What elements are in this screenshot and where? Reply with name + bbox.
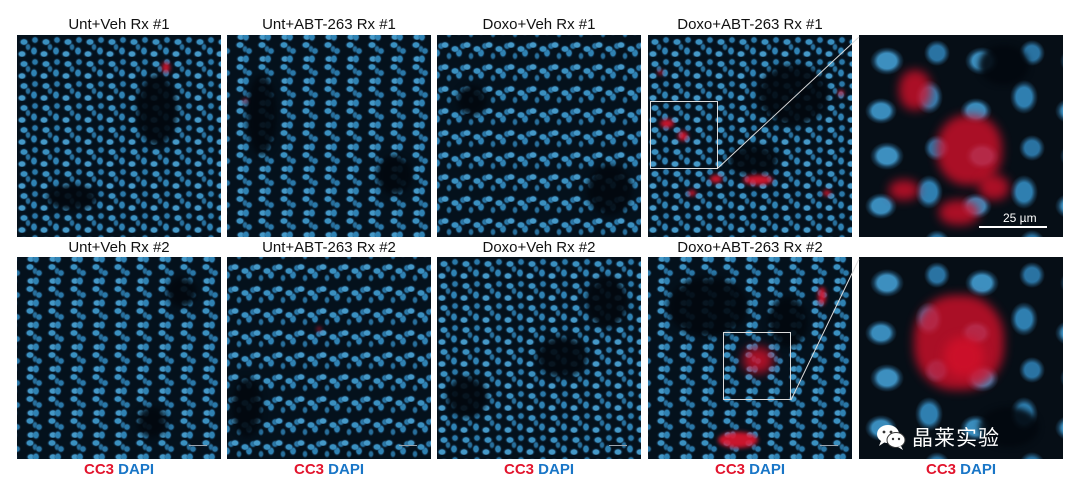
micrograph-doxo-abt-2 bbox=[648, 257, 852, 459]
micrograph-zoom-2 bbox=[859, 257, 1063, 459]
cc3-label: CC3 bbox=[503, 461, 534, 478]
stain-legend-4: CC3 DAPI bbox=[648, 461, 852, 479]
dapi-label: DAPI bbox=[538, 461, 575, 478]
cc3-label: CC3 bbox=[925, 461, 956, 478]
dapi-label: DAPI bbox=[749, 461, 786, 478]
stain-legend-5: CC3 DAPI bbox=[859, 461, 1063, 479]
cc3-label: CC3 bbox=[83, 461, 114, 478]
panel-title-doxo-abt-1: Doxo+ABT-263 Rx #1 bbox=[677, 16, 823, 33]
cc3-label: CC3 bbox=[293, 461, 324, 478]
stain-legend-3: CC3 DAPI bbox=[437, 461, 641, 479]
scale-bar-label: 25 µm bbox=[1003, 211, 1037, 225]
panel-title-doxo-veh-1: Doxo+Veh Rx #1 bbox=[482, 16, 596, 33]
panel-title-unt-veh-2: Unt+Veh Rx #2 bbox=[68, 239, 170, 256]
micrograph-unt-abt-2 bbox=[227, 257, 431, 459]
dapi-label: DAPI bbox=[118, 461, 155, 478]
zoom-region-box-2 bbox=[723, 332, 791, 400]
micrograph-unt-veh-1 bbox=[17, 35, 221, 237]
watermark: 晶莱实验 bbox=[876, 421, 1000, 453]
wechat-icon bbox=[876, 423, 906, 451]
cc3-label: CC3 bbox=[714, 461, 745, 478]
micrograph-zoom-1: 25 µm bbox=[859, 35, 1063, 237]
micrograph-doxo-abt-1 bbox=[648, 35, 852, 237]
dapi-label: DAPI bbox=[960, 461, 997, 478]
watermark-text: 晶莱实验 bbox=[912, 426, 1000, 450]
scale-bar bbox=[979, 226, 1047, 228]
stain-legend-2: CC3 DAPI bbox=[227, 461, 431, 479]
zoom-region-box bbox=[650, 101, 718, 169]
panel-title-unt-abt-2: Unt+ABT-263 Rx #2 bbox=[262, 239, 396, 256]
panel-title-unt-veh-1: Unt+Veh Rx #1 bbox=[68, 16, 170, 33]
micrograph-doxo-veh-2 bbox=[437, 257, 641, 459]
dapi-label: DAPI bbox=[328, 461, 365, 478]
micrograph-unt-veh-2 bbox=[17, 257, 221, 459]
stain-legend-1: CC3 DAPI bbox=[17, 461, 221, 479]
micrograph-unt-abt-1 bbox=[227, 35, 431, 237]
micrograph-doxo-veh-1 bbox=[437, 35, 641, 237]
panel-title-doxo-abt-2: Doxo+ABT-263 Rx #2 bbox=[677, 239, 823, 256]
panel-title-doxo-veh-2: Doxo+Veh Rx #2 bbox=[482, 239, 596, 256]
panel-title-unt-abt-1: Unt+ABT-263 Rx #1 bbox=[262, 16, 396, 33]
